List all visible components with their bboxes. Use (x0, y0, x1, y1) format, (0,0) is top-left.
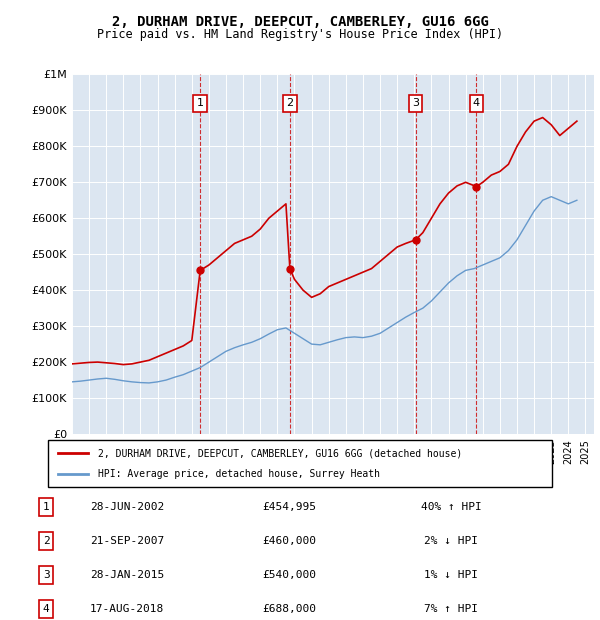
Text: 2% ↓ HPI: 2% ↓ HPI (424, 536, 478, 546)
Text: 1: 1 (43, 502, 50, 512)
Text: 7% ↑ HPI: 7% ↑ HPI (424, 604, 478, 614)
FancyBboxPatch shape (48, 440, 552, 487)
Text: 28-JAN-2015: 28-JAN-2015 (90, 570, 164, 580)
Text: 28-JUN-2002: 28-JUN-2002 (90, 502, 164, 512)
Text: 2: 2 (43, 536, 50, 546)
Text: £688,000: £688,000 (262, 604, 316, 614)
Text: 17-AUG-2018: 17-AUG-2018 (90, 604, 164, 614)
Text: 3: 3 (412, 98, 419, 108)
Text: Price paid vs. HM Land Registry's House Price Index (HPI): Price paid vs. HM Land Registry's House … (97, 28, 503, 41)
Text: HPI: Average price, detached house, Surrey Heath: HPI: Average price, detached house, Surr… (98, 469, 380, 479)
Text: £460,000: £460,000 (262, 536, 316, 546)
Text: 4: 4 (473, 98, 480, 108)
Text: £454,995: £454,995 (262, 502, 316, 512)
Text: 2: 2 (286, 98, 293, 108)
Text: 3: 3 (43, 570, 50, 580)
Text: 40% ↑ HPI: 40% ↑ HPI (421, 502, 482, 512)
Text: 1% ↓ HPI: 1% ↓ HPI (424, 570, 478, 580)
Text: £540,000: £540,000 (262, 570, 316, 580)
Text: 2, DURHAM DRIVE, DEEPCUT, CAMBERLEY, GU16 6GG (detached house): 2, DURHAM DRIVE, DEEPCUT, CAMBERLEY, GU1… (98, 448, 463, 458)
Text: 1: 1 (197, 98, 203, 108)
Text: 4: 4 (43, 604, 50, 614)
Text: 2, DURHAM DRIVE, DEEPCUT, CAMBERLEY, GU16 6GG: 2, DURHAM DRIVE, DEEPCUT, CAMBERLEY, GU1… (112, 16, 488, 30)
Text: 21-SEP-2007: 21-SEP-2007 (90, 536, 164, 546)
